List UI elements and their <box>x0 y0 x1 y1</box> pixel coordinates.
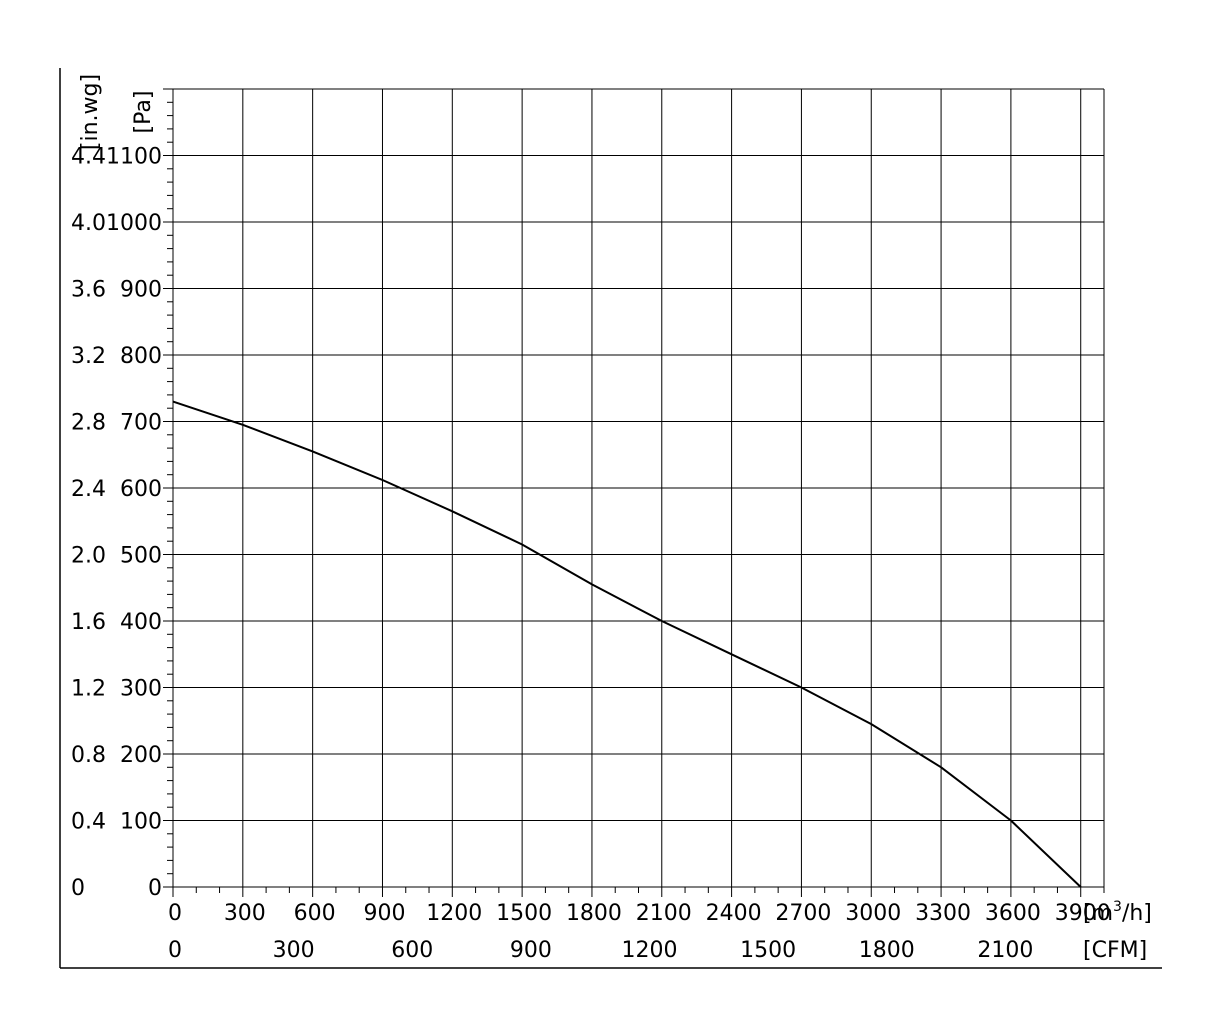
y-primary-tick-label: 300 <box>120 677 162 702</box>
x-primary-tick-label: 300 <box>224 901 266 926</box>
x-secondary-tick-label: 1200 <box>622 938 678 963</box>
y-secondary-tick-label: 2.0 <box>71 544 106 569</box>
y-primary-tick-label: 1100 <box>106 145 162 170</box>
x-primary-tick-label: 1200 <box>426 901 482 926</box>
x-primary-tick-label: 3300 <box>915 901 971 926</box>
y-secondary-tick-label: 3.2 <box>71 344 106 369</box>
y-secondary-tick-label: 4.4 <box>71 145 106 170</box>
y-secondary-tick-label: 1.2 <box>71 677 106 702</box>
x-primary-tick-label: 2700 <box>775 901 831 926</box>
x-secondary-tick-label: 1500 <box>740 938 796 963</box>
y-primary-tick-label: 800 <box>120 344 162 369</box>
x-secondary-tick-label: 1800 <box>859 938 915 963</box>
y-primary-tick-label: 200 <box>120 743 162 768</box>
y-primary-tick-label: 0 <box>148 876 162 901</box>
x-secondary-tick-label: 2100 <box>977 938 1033 963</box>
x-primary-tick-label: 600 <box>294 901 336 926</box>
x-primary-tick-label: 0 <box>168 901 182 926</box>
y-primary-tick-label: 600 <box>120 477 162 502</box>
x-primary-tick-label: 3000 <box>845 901 901 926</box>
x-primary-tick-label: 2400 <box>706 901 762 926</box>
y-primary-tick-label: 700 <box>120 411 162 436</box>
x-primary-tick-label: 3600 <box>985 901 1041 926</box>
y-secondary-tick-label: 2.8 <box>71 411 106 436</box>
x-primary-tick-label: 3900 <box>1055 901 1111 926</box>
x-primary-tick-label: 1500 <box>496 901 552 926</box>
x-primary-unit-label: [m3/h] <box>1083 899 1152 926</box>
x-secondary-unit-label: [CFM] <box>1083 938 1147 963</box>
y-tick-labels: 0 0 100 0.4 200 0.8 300 1.2 400 1.6 500 2.0 600 2.4 70… <box>71 145 162 902</box>
y-primary-tick-label: 400 <box>120 610 162 635</box>
x-secondary-tick-label: 0 <box>168 938 182 963</box>
y-primary-tick-label: 900 <box>120 278 162 303</box>
y-primary-unit-label: [Pa] <box>131 91 156 134</box>
x-secondary-tick-label: 300 <box>273 938 315 963</box>
y-secondary-tick-label: 3.6 <box>71 278 106 303</box>
x-primary-tick-label: 2100 <box>636 901 692 926</box>
y-secondary-tick-label: 0.8 <box>71 743 106 768</box>
x-primary-tick-label: 900 <box>363 901 405 926</box>
y-secondary-tick-label: 0 <box>71 876 85 901</box>
y-secondary-unit-label: [in.wg] <box>78 74 103 150</box>
minor-ticks <box>163 88 1105 897</box>
y-primary-tick-label: 100 <box>120 810 162 835</box>
y-secondary-tick-label: 0.4 <box>71 810 106 835</box>
y-secondary-tick-label: 2.4 <box>71 477 106 502</box>
x-primary-tick-label: 1800 <box>566 901 622 926</box>
x-secondary-tick-label: 600 <box>391 938 433 963</box>
curve-layer <box>172 400 1082 888</box>
y-primary-tick-label: 500 <box>120 544 162 569</box>
grid <box>172 88 1105 888</box>
performance-curve-0 <box>172 400 1082 888</box>
x-secondary-tick-label: 900 <box>510 938 552 963</box>
x-tick-labels: 0 300 600 900 1200 1500 1800 2100 2400 2700 3000 33… <box>168 901 1111 963</box>
y-secondary-tick-label: 4.0 <box>71 211 106 236</box>
y-secondary-tick-label: 1.6 <box>71 610 106 635</box>
y-primary-tick-label: 1000 <box>106 211 162 236</box>
